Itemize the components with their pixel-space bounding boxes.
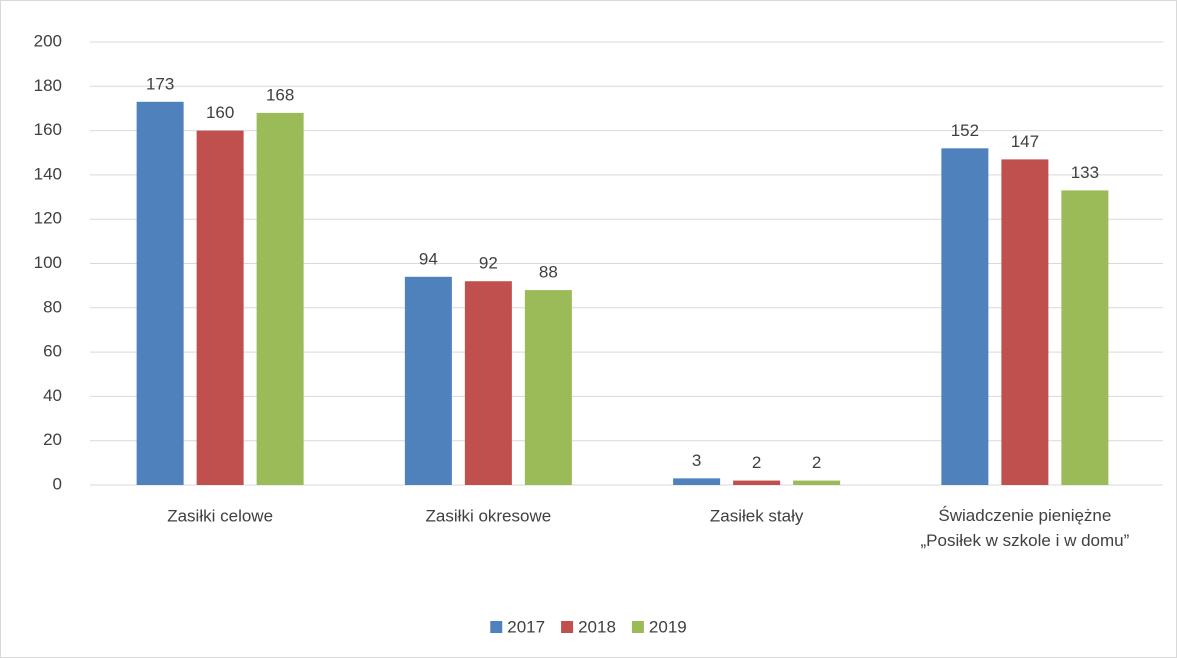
- value-label: 94: [419, 249, 438, 268]
- bar: [196, 130, 244, 485]
- y-tick-label: 20: [43, 430, 62, 449]
- legend-swatch: [490, 621, 503, 633]
- value-label: 2: [812, 453, 821, 472]
- bar: [256, 112, 304, 485]
- y-tick-label: 140: [34, 164, 62, 183]
- bar: [404, 276, 452, 485]
- x-tick-label: Zasiłki okresowe: [426, 506, 552, 525]
- bar: [464, 281, 512, 485]
- value-label: 3: [692, 451, 701, 470]
- bar: [1061, 190, 1109, 485]
- bar: [1001, 159, 1049, 485]
- legend-swatch: [561, 621, 574, 633]
- bar: [673, 478, 721, 485]
- bar: [136, 101, 184, 486]
- value-label: 147: [1011, 132, 1039, 151]
- x-tick-label: Świadczenie pieniężne „Posiłek w szkole i…: [920, 506, 1129, 550]
- legend-label: 2017: [507, 617, 545, 636]
- bar: [941, 148, 989, 485]
- value-label: 133: [1071, 163, 1099, 182]
- x-tick-label: Zasiłek stały: [710, 506, 804, 525]
- bar: [733, 480, 781, 485]
- legend-label: 2019: [649, 617, 687, 636]
- value-label: 152: [951, 121, 979, 140]
- value-label: 173: [146, 74, 174, 93]
- legend-label: 2018: [578, 617, 616, 636]
- x-tick-label-line: „Posiłek w szkole i w domu”: [920, 531, 1129, 550]
- y-tick-label: 40: [43, 386, 62, 405]
- x-tick-label-line: Świadczenie pieniężne: [938, 506, 1111, 525]
- y-tick-label: 60: [43, 342, 62, 361]
- y-tick-label: 120: [34, 209, 62, 228]
- value-label: 160: [206, 103, 234, 122]
- legend: 2017 2018 2019: [490, 617, 687, 636]
- y-tick-label: 160: [34, 120, 62, 139]
- value-label: 92: [479, 254, 498, 273]
- y-tick-label: 200: [34, 31, 62, 50]
- y-tick-label: 100: [34, 253, 62, 272]
- value-label: 88: [539, 263, 558, 282]
- value-label: 2: [752, 453, 761, 472]
- value-label: 168: [266, 85, 294, 104]
- bar: [524, 290, 572, 485]
- y-tick-label: 180: [34, 76, 62, 95]
- x-tick-label: Zasiłki celowe: [167, 506, 273, 525]
- legend-swatch: [631, 621, 644, 633]
- y-tick-label: 80: [43, 297, 62, 316]
- y-tick-label: 0: [53, 474, 62, 493]
- bar: [793, 480, 841, 485]
